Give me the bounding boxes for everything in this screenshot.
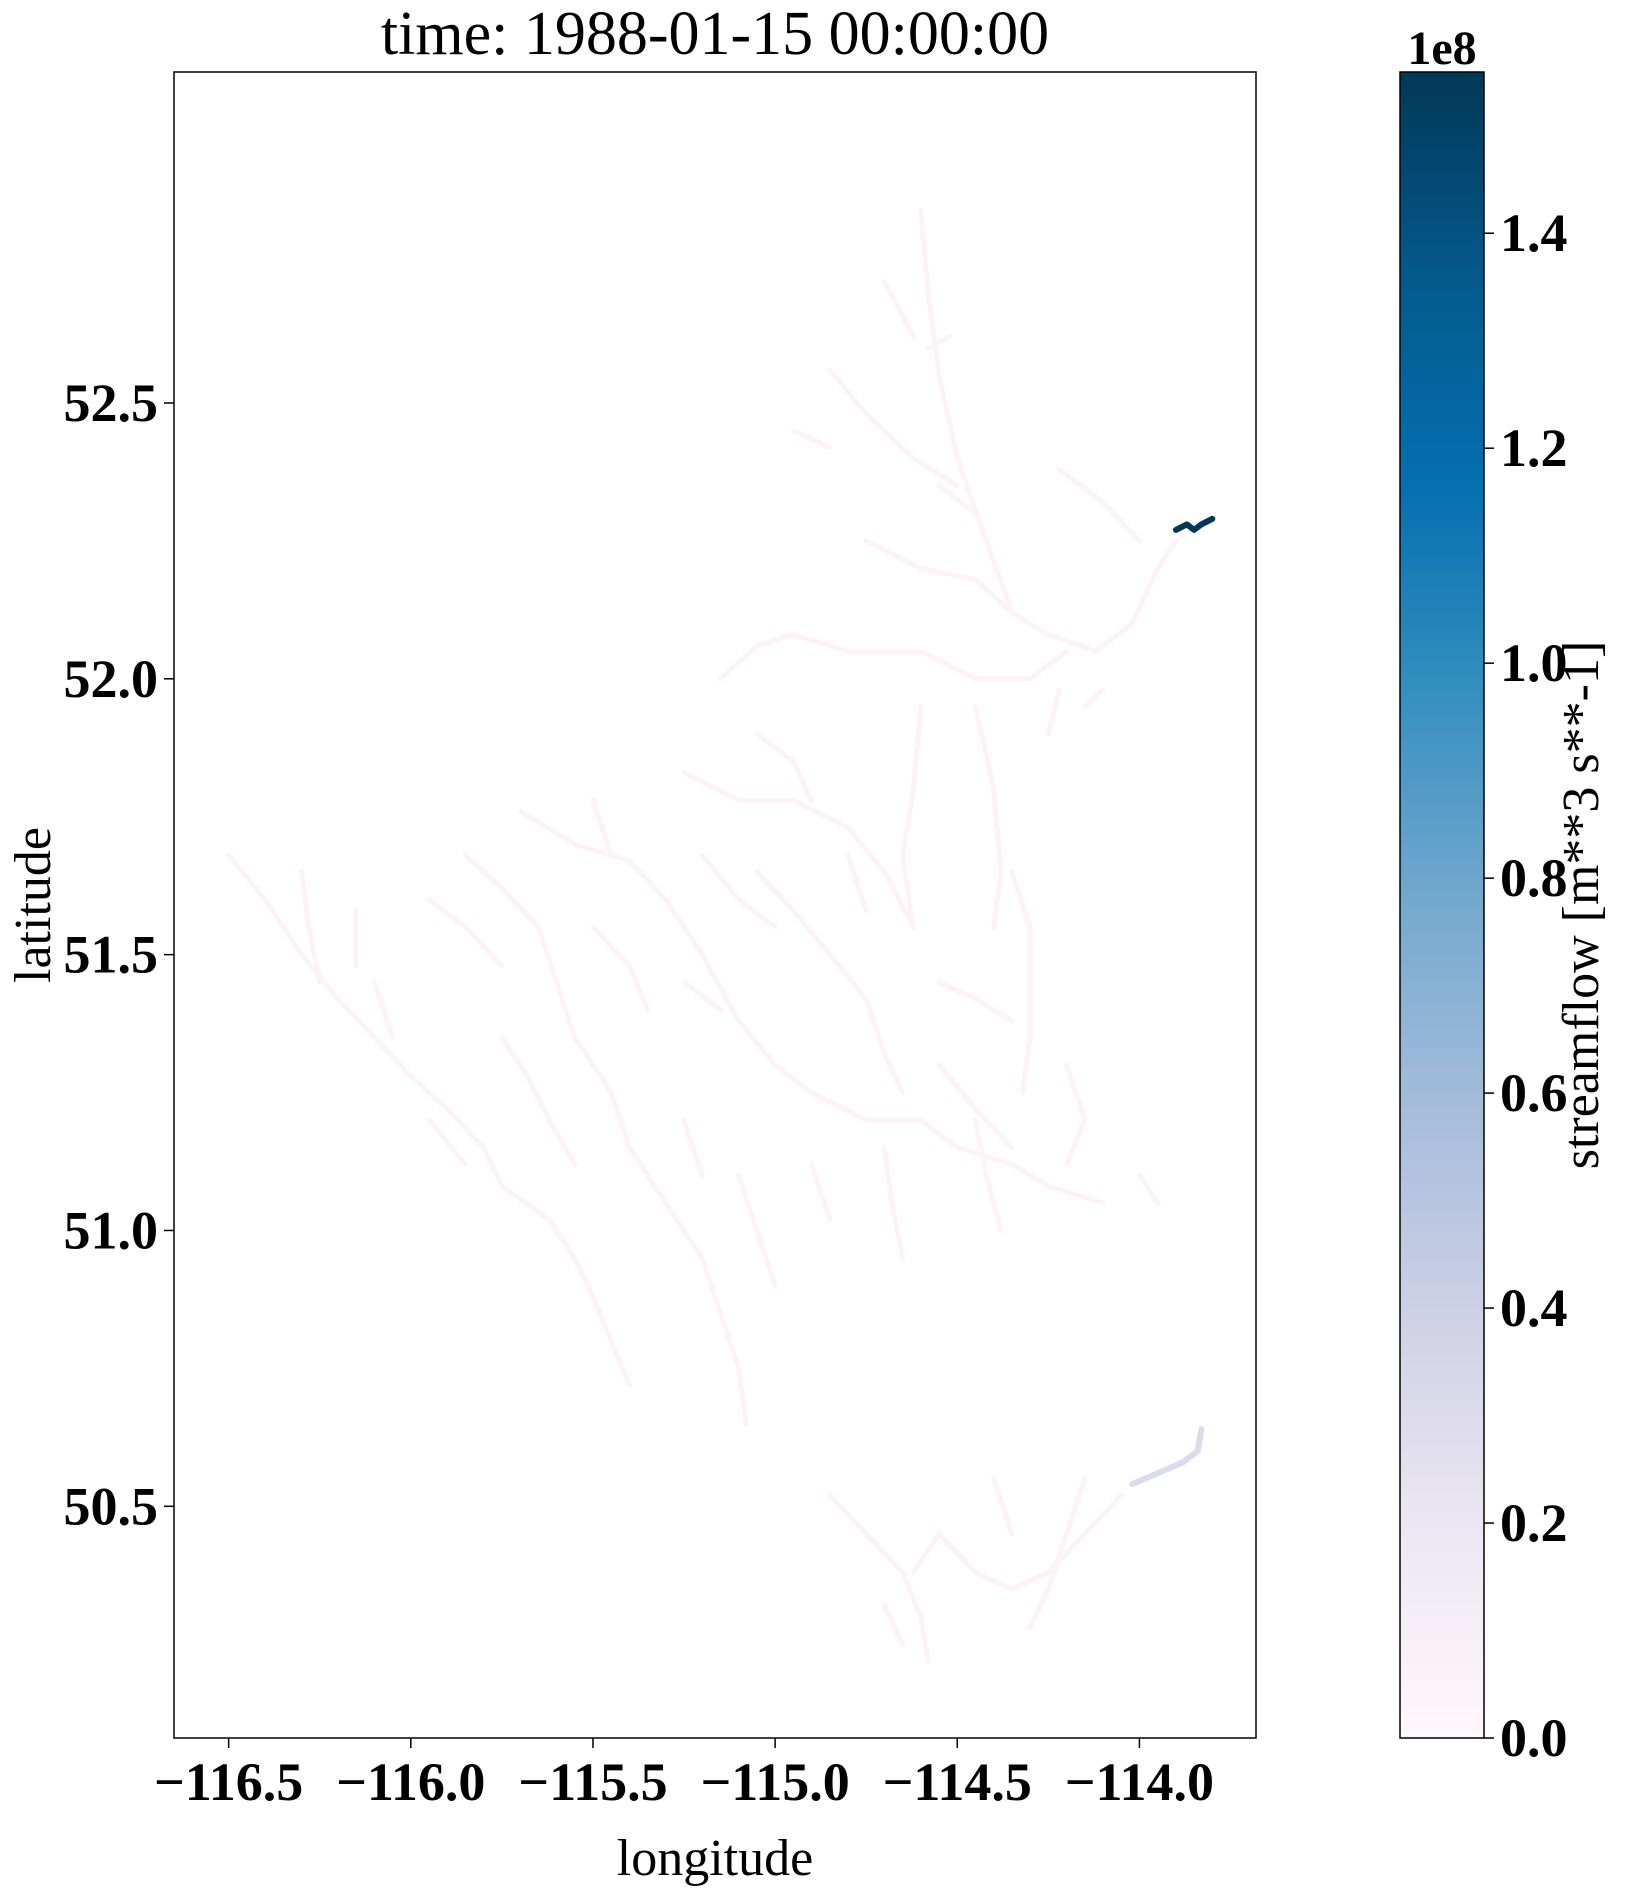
colorbar: 0.0 0.2 0.4 0.6 0.8 1.0 1.2 1.4 1e8 streamflow … — [1399, 22, 1610, 1768]
river-segment — [881, 1145, 906, 1261]
river-segment — [900, 703, 924, 930]
x-tick-label: −116.5 — [154, 1752, 303, 1812]
river-segment — [681, 1117, 705, 1178]
x-tick-label: −114.0 — [1065, 1752, 1214, 1812]
colorbar-gradient — [1399, 71, 1485, 1739]
river-segment — [790, 632, 1070, 682]
river-segment — [1129, 1426, 1205, 1488]
x-tick-label: −115.0 — [700, 1752, 849, 1812]
y-axis-ticks: 50.5 51.0 51.5 52.0 52.5 — [64, 373, 174, 1536]
river-segment — [1009, 869, 1033, 1096]
river-segment — [517, 808, 1106, 1206]
river-segment — [911, 1531, 942, 1575]
map-plot-area — [173, 71, 1257, 1739]
x-tick-label: −116.0 — [336, 1752, 485, 1812]
river-network — [226, 207, 1216, 1664]
river-segment — [936, 1492, 1124, 1592]
river-segment — [973, 703, 1004, 930]
colorbar-tick-label: 1.4 — [1500, 203, 1568, 263]
river-segment — [299, 869, 323, 985]
river-segment — [681, 979, 723, 1013]
river-segment — [991, 1476, 1015, 1537]
colorbar-tick-label: 0.2 — [1500, 1493, 1568, 1553]
plot-frame — [173, 71, 1257, 1739]
y-tick-label: 52.0 — [64, 649, 159, 709]
river-segment — [226, 852, 632, 1388]
river-segment — [736, 1172, 778, 1289]
river-segment — [863, 538, 1015, 616]
river-segment — [699, 852, 778, 930]
river-segment — [936, 483, 978, 516]
colorbar-tick-label: 0.8 — [1500, 848, 1568, 908]
colorbar-label: streamflow [m**3 s**-1] — [1553, 641, 1610, 1170]
river-segment — [426, 1117, 468, 1167]
x-tick-label: −114.5 — [883, 1752, 1032, 1812]
river-segment — [845, 852, 869, 913]
river-segment — [1082, 687, 1106, 709]
y-axis-label: latitude — [5, 827, 62, 983]
colorbar-tick-label: 1.2 — [1500, 418, 1568, 478]
y-tick-label: 52.5 — [64, 373, 159, 433]
river-segment — [462, 852, 749, 1427]
river-segment — [827, 367, 960, 489]
colorbar-tick-label: 0.6 — [1500, 1063, 1568, 1123]
river-segment — [754, 731, 814, 803]
river-segment — [925, 334, 953, 351]
river-segment — [881, 279, 916, 340]
river-segment — [936, 1062, 1015, 1151]
colorbar-tick-label: 0.4 — [1500, 1278, 1568, 1338]
river-segment — [1064, 1062, 1088, 1167]
river-segment — [426, 897, 505, 969]
colorbar-tick-label: 1.0 — [1500, 633, 1568, 693]
river-segment — [809, 1161, 833, 1222]
river-segment — [590, 797, 614, 858]
y-tick-label: 50.5 — [64, 1476, 159, 1536]
river-segment — [936, 979, 1015, 1024]
x-axis-ticks: −116.5 −116.0 −115.5 −115.0 −114.5 −114.0 — [154, 1738, 1214, 1812]
y-tick-label: 51.0 — [64, 1200, 159, 1260]
y-tick-label: 51.5 — [64, 925, 159, 985]
colorbar-ticks: 0.0 0.2 0.4 0.6 0.8 1.0 1.2 1.4 — [1484, 203, 1568, 1768]
river-segment — [1172, 515, 1216, 533]
colorbar-tick-label: 0.0 — [1500, 1708, 1568, 1768]
colorbar-exponent-label: 1e8 — [1407, 22, 1476, 75]
river-segment — [590, 924, 651, 1013]
river-segment — [973, 1117, 1004, 1233]
x-axis-label: longitude — [617, 1830, 813, 1887]
river-segment — [827, 1492, 931, 1664]
river-segment — [371, 979, 396, 1040]
river-segment — [1027, 1476, 1088, 1631]
river-segment — [790, 428, 833, 450]
chart-title: time: 1988-01-15 00:00:00 — [381, 0, 1049, 68]
river-segment — [881, 1603, 906, 1647]
x-tick-label: −115.5 — [518, 1752, 667, 1812]
river-segment — [718, 632, 796, 682]
river-segment — [754, 869, 906, 1096]
river-segment — [499, 1034, 578, 1167]
river-segment — [1056, 466, 1142, 544]
river-segment — [1045, 687, 1062, 737]
river-segment — [1136, 1172, 1161, 1206]
river-segment — [681, 770, 916, 930]
